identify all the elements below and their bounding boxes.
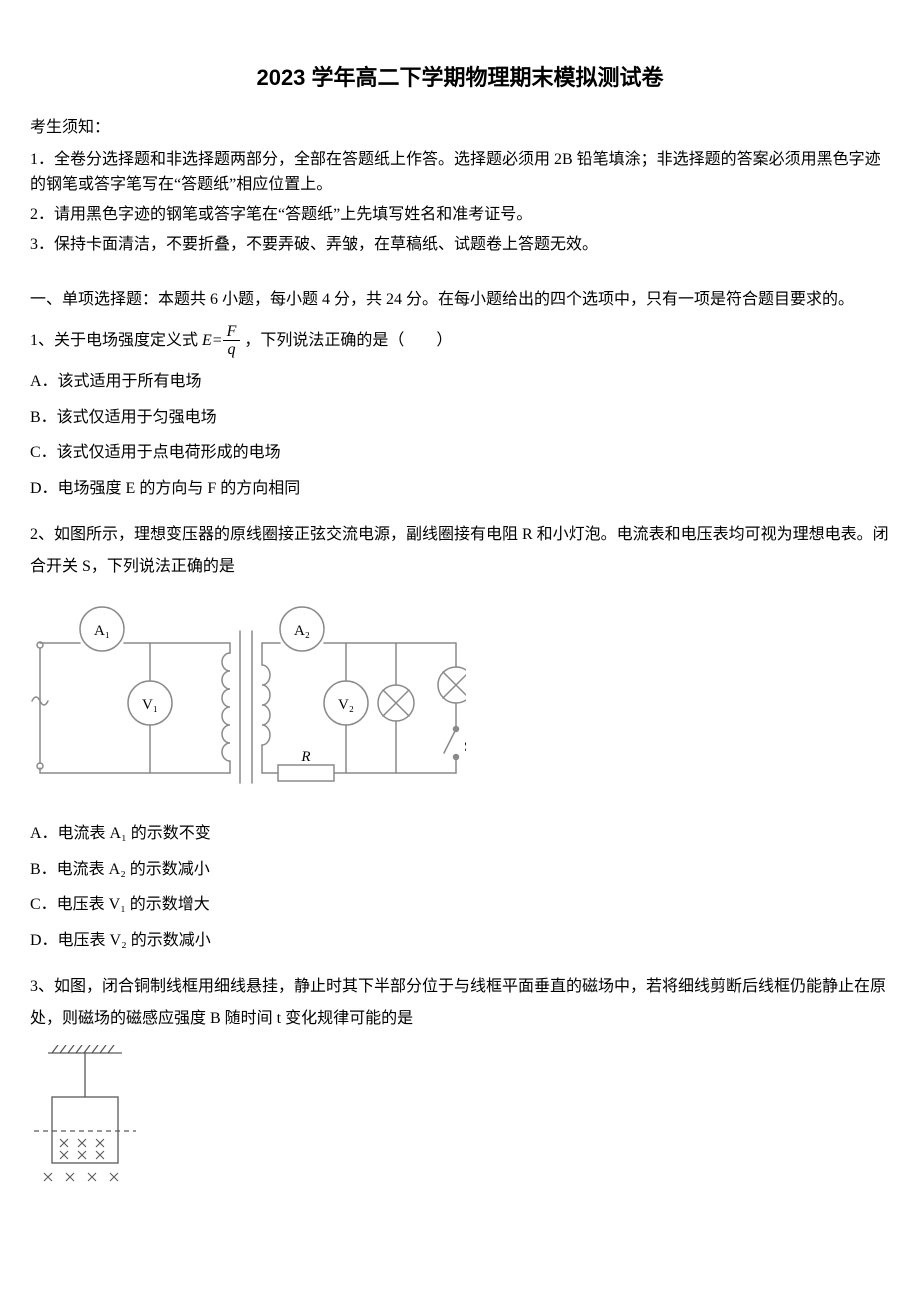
instruction-item: 1．全卷分选择题和非选择题两部分，全部在答题纸上作答。选择题必须用 2B 铅笔填… (30, 147, 890, 198)
instructions-header: 考生须知： (30, 115, 890, 141)
q1-eq-den: q (223, 341, 241, 359)
q1-choice-c: C．该式仅适用于点电荷形成的电场 (30, 440, 890, 466)
q1-stem-post: ，下列说法正确的是（ ） (244, 332, 452, 349)
page-title: 2023 学年高二下学期物理期末模拟测试卷 (30, 60, 890, 95)
suspended-loop-diagram (30, 1045, 140, 1195)
instruction-item: 2．请用黑色字迹的钢笔或答字笔在“答题纸”上先填写姓名和准考证号。 (30, 202, 890, 228)
q2-choice-d: D．电压表 V₂ 的示数减小 (30, 928, 890, 954)
svg-text:V₂: V₂ (338, 697, 354, 713)
q1-eq-lhs: E= (202, 332, 223, 349)
question-3: 3、如图，闭合铜制线框用细线悬挂，静止时其下半部分位于与线框平面垂直的磁场中，若… (30, 971, 890, 1204)
svg-text:A₂: A₂ (294, 623, 310, 639)
q2-choice-b: B．电流表 A₂ 的示数减小 (30, 857, 890, 883)
q1-choice-a: A．该式适用于所有电场 (30, 369, 890, 395)
q2-stem: 2、如图所示，理想变压器的原线圈接正弦交流电源，副线圈接有电阻 R 和小灯泡。电… (30, 519, 890, 583)
question-2: 2、如图所示，理想变压器的原线圈接正弦交流电源，副线圈接有电阻 R 和小灯泡。电… (30, 519, 890, 953)
section1-header: 一、单项选择题：本题共 6 小题，每小题 4 分，共 24 分。在每小题给出的四… (30, 287, 890, 313)
q2-choice-a: A．电流表 A₁ 的示数不变 (30, 821, 890, 847)
q1-stem-pre: 1、关于电场强度定义式 (30, 332, 198, 349)
q1-choice-d: D．电场强度 E 的方向与 F 的方向相同 (30, 476, 890, 502)
instruction-item: 3．保持卡面清洁，不要折叠，不要弄破、弄皱，在草稿纸、试题卷上答题无效。 (30, 232, 890, 258)
q2-choice-c: C．电压表 V₁ 的示数增大 (30, 892, 890, 918)
q1-stem: 1、关于电场强度定义式 E=Fq ，下列说法正确的是（ ） (30, 323, 890, 359)
svg-text:A₁: A₁ (94, 623, 110, 639)
svg-text:V₁: V₁ (142, 697, 158, 713)
question-1: 1、关于电场强度定义式 E=Fq ，下列说法正确的是（ ） A．该式适用于所有电… (30, 323, 890, 502)
q1-eq-num: F (223, 323, 241, 342)
transformer-circuit-diagram: A₁ V₁ A₂ R (30, 593, 466, 788)
svg-text:S: S (464, 739, 466, 755)
q3-stem: 3、如图，闭合铜制线框用细线悬挂，静止时其下半部分位于与线框平面垂直的磁场中，若… (30, 971, 890, 1035)
q1-fraction: Fq (223, 323, 241, 359)
svg-text:R: R (300, 749, 310, 765)
q1-choice-b: B．该式仅适用于匀强电场 (30, 405, 890, 431)
